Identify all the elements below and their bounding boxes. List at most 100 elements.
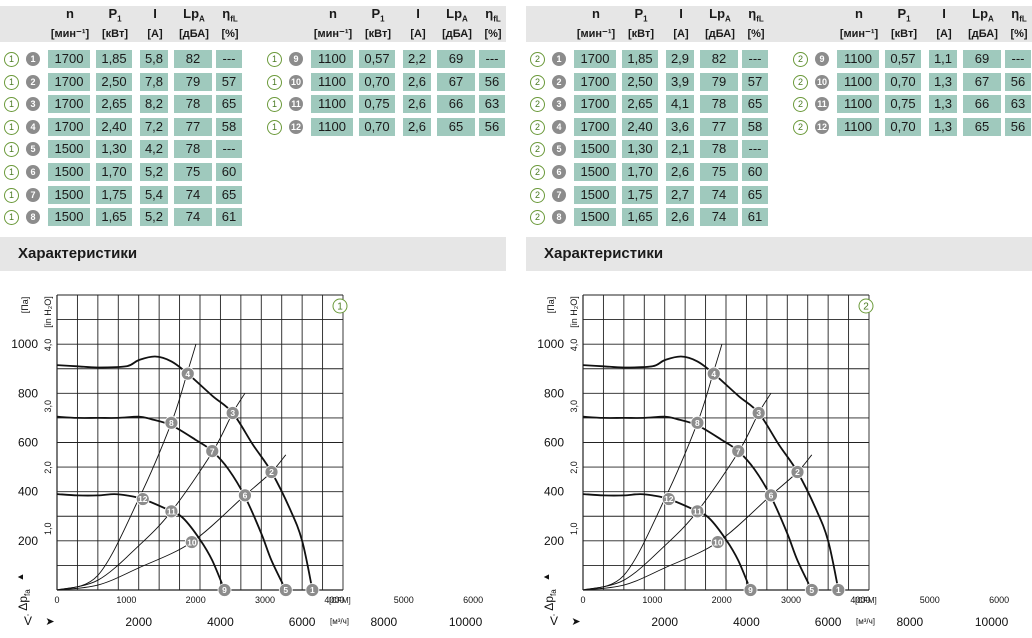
- x-secondary-tick-label: 8000: [371, 615, 398, 629]
- variant-circle: 1: [4, 97, 19, 113]
- y-tick-label: 400: [544, 485, 564, 499]
- header-subscript: fL: [493, 14, 501, 24]
- variant-circle: 1: [267, 119, 282, 135]
- cell-lpa: 74: [700, 208, 738, 227]
- point-badge: 4: [26, 119, 40, 134]
- table-row: 1 2 1700 2,50 7,8 79 57: [0, 72, 250, 91]
- header-unit: [%]: [747, 27, 765, 40]
- y-tick-label: 200: [544, 534, 564, 548]
- cell-p1: 1,85: [96, 50, 132, 68]
- operating-point: [164, 415, 179, 430]
- header-symbol-text: P: [371, 6, 381, 21]
- y-tick-label: 600: [18, 436, 38, 450]
- panel-variant-2: n [мин⁻¹] P1 [кВт] I [A] LpA [дБА] ηfL [%] n [мин⁻¹…: [526, 0, 1032, 638]
- operating-point-label: 12: [138, 494, 148, 504]
- y-secondary-tick-label: 3,0: [43, 400, 53, 413]
- y-secondary-tick-label: 1,0: [43, 523, 53, 536]
- header-symbol: ηfL: [1005, 6, 1032, 27]
- table-row: 2 8 1500 1,65 2,6 74 61: [526, 208, 776, 227]
- header-symbol: ηfL: [742, 6, 770, 27]
- operating-point: [217, 583, 232, 597]
- operating-point-label: 10: [713, 537, 723, 547]
- x-secondary-tick-label: 10000: [449, 615, 483, 629]
- cell-p1: 0,57: [885, 50, 921, 68]
- panel-variant-1: n [мин⁻¹] P1 [кВт] I [A] LpA [дБА] ηfL [%] n [мин⁻¹…: [0, 0, 506, 638]
- cell-eta: 61: [216, 208, 242, 227]
- table-row: 1 8 1500 1,65 5,2 74 61: [0, 208, 250, 227]
- operating-point-label: 1: [836, 585, 841, 595]
- table-header-0: n [мин⁻¹]: [311, 6, 355, 41]
- header-symbol-text: P: [897, 6, 907, 21]
- variant-circle: 1: [4, 187, 19, 203]
- cell-i: 4,2: [140, 140, 168, 159]
- cell-i: 7,8: [140, 72, 168, 91]
- y-symbol-sub: fa: [23, 589, 32, 596]
- header-symbol: LpA: [700, 6, 740, 27]
- header-unit: [дБА]: [968, 27, 998, 40]
- cell-n: 1700: [48, 72, 90, 91]
- header-subscript: A: [199, 14, 205, 24]
- table-row: 1 9 1100 0,57 2,2 69 ---: [263, 50, 513, 68]
- operating-point: [264, 465, 279, 479]
- x-unit-m3h: [м³/ч]: [856, 617, 875, 626]
- table-row: 2 5 1500 1,30 2,1 78 ---: [526, 140, 776, 159]
- header-symbol: I: [403, 6, 433, 27]
- x-secondary-tick-label: 6000: [289, 615, 316, 629]
- point-badge: 11: [289, 97, 303, 112]
- header-subscript: 1: [117, 14, 122, 24]
- cell-eta: 56: [1005, 72, 1031, 91]
- cell-i: 4,1: [666, 95, 694, 114]
- table-header-1: P1 [кВт]: [359, 6, 397, 41]
- cell-n: 1100: [311, 50, 353, 68]
- header-subscript: 1: [906, 14, 911, 24]
- cell-lpa: 69: [963, 50, 1001, 68]
- cell-p1: 2,65: [622, 95, 658, 114]
- header-unit: [дБА]: [179, 27, 209, 40]
- header-subscript: A: [725, 14, 731, 24]
- y-secondary-tick-label: 3,0: [569, 400, 579, 413]
- table-header-0: n [мин⁻¹]: [837, 6, 881, 41]
- table-row: 2 12 1100 0,70 1,3 65 56: [789, 117, 1032, 136]
- table-header-2: I [A]: [403, 6, 433, 41]
- header-unit: [мин⁻¹]: [50, 27, 90, 40]
- operating-point-label: 2: [795, 467, 800, 477]
- table-header-2: I [A]: [666, 6, 696, 41]
- header-symbol-text: Lp: [972, 6, 989, 21]
- y-tick-label: 800: [544, 386, 564, 400]
- point-badge: 12: [815, 119, 829, 134]
- table-row: 1 7 1500 1,75 5,4 74 65: [0, 185, 250, 204]
- cell-p1: 1,65: [96, 208, 132, 227]
- table-row: 2 11 1100 0,75 1,3 66 63: [789, 95, 1032, 114]
- cell-eta: 65: [216, 185, 242, 204]
- variant-circle: 2: [530, 119, 545, 135]
- y-symbol: Δpfa: [16, 589, 32, 611]
- cell-eta: ---: [742, 140, 768, 159]
- cell-lpa: 74: [174, 208, 212, 227]
- header-symbol-text: n: [592, 6, 600, 21]
- section-band: [0, 237, 506, 271]
- table-row: 2 9 1100 0,57 1,1 69 ---: [789, 50, 1032, 68]
- y-symbol: Δpfa: [542, 589, 558, 611]
- cell-lpa: 74: [700, 185, 738, 204]
- variant-circle: 2: [793, 74, 808, 90]
- cell-n: 1100: [837, 95, 879, 114]
- header-symbol-text: n: [855, 6, 863, 21]
- cell-p1: 1,30: [96, 140, 132, 159]
- point-badge: 7: [26, 187, 40, 202]
- header-symbol-text: n: [66, 6, 74, 21]
- header-symbol: n: [837, 6, 881, 27]
- cell-eta: 60: [216, 163, 242, 181]
- cell-p1: 0,70: [885, 117, 921, 136]
- cell-n: 1100: [837, 117, 879, 136]
- header-subscript: 1: [380, 14, 385, 24]
- operating-point-label: 8: [695, 418, 700, 428]
- table-header-1: P1 [кВт]: [622, 6, 660, 41]
- y-up-arrow: ▲: [541, 573, 551, 582]
- x-tick-label: 0: [580, 595, 585, 605]
- table-row: 1 11 1100 0,75 2,6 66 63: [263, 95, 513, 114]
- operating-point-label: 10: [187, 537, 197, 547]
- table-header-4: ηfL [%]: [479, 6, 507, 41]
- table-header-band: [0, 6, 506, 42]
- y-unit-pa: [Па]: [20, 297, 30, 313]
- operating-point: [180, 366, 195, 381]
